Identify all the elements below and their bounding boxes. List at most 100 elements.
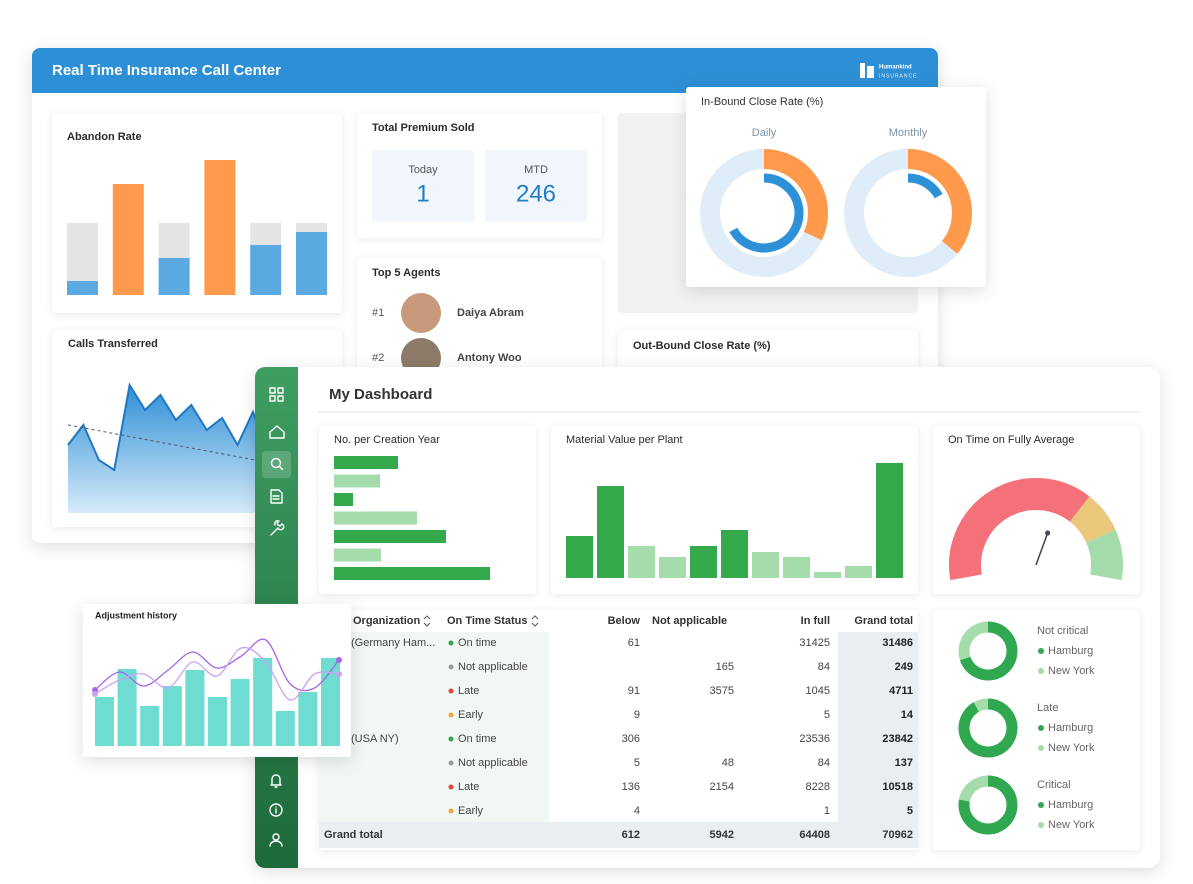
bar bbox=[250, 245, 282, 295]
bar bbox=[296, 223, 327, 232]
sidebar-icons bbox=[262, 387, 291, 847]
tile bbox=[372, 150, 474, 222]
total-cell: 64408 bbox=[799, 829, 830, 841]
bar bbox=[253, 658, 273, 746]
column-header: Grand total bbox=[854, 615, 913, 627]
bar bbox=[721, 530, 748, 578]
donut-arc bbox=[907, 149, 972, 254]
cell: 91 bbox=[628, 685, 640, 697]
agent-name: Daiya Abram bbox=[457, 307, 524, 319]
cell: 137 bbox=[895, 757, 913, 769]
bar bbox=[334, 567, 490, 580]
user-icon[interactable] bbox=[272, 833, 280, 841]
cell: 4 bbox=[634, 805, 640, 817]
search-icon[interactable] bbox=[270, 457, 282, 469]
status-dot bbox=[448, 760, 454, 766]
card-title: Abandon Rate bbox=[67, 131, 142, 143]
status-dot bbox=[448, 736, 454, 742]
card-title: Top 5 Agents bbox=[372, 267, 440, 279]
group-label: Not critical bbox=[1037, 625, 1088, 637]
search-active[interactable] bbox=[262, 451, 291, 478]
cell: 84 bbox=[818, 757, 830, 769]
donut-arc bbox=[958, 621, 989, 661]
cell: 2154 bbox=[710, 781, 734, 793]
line-end bbox=[336, 657, 342, 663]
bar bbox=[334, 548, 381, 562]
cell: 3575 bbox=[710, 685, 734, 697]
bar bbox=[230, 679, 250, 746]
sort-icon[interactable] bbox=[531, 615, 539, 627]
card-title: In-Bound Close Rate (%) bbox=[701, 96, 823, 108]
cell: Early bbox=[458, 805, 484, 817]
bar bbox=[334, 511, 417, 525]
tile-label: MTD bbox=[524, 164, 548, 176]
adjustment-card: Adjustment history bbox=[83, 604, 351, 757]
cell: 136 bbox=[622, 781, 640, 793]
legend-dot bbox=[1038, 725, 1044, 731]
legend-label: New York bbox=[1048, 742, 1095, 754]
avatar bbox=[401, 293, 441, 333]
bar bbox=[158, 258, 190, 295]
donut-arc bbox=[958, 775, 1018, 835]
total-cell: 70962 bbox=[882, 829, 913, 841]
tile bbox=[485, 150, 587, 222]
cell: (USA NY) bbox=[351, 733, 399, 745]
cell: 23536 bbox=[799, 733, 830, 745]
card-title: No. per Creation Year bbox=[334, 434, 440, 446]
bar bbox=[334, 493, 353, 506]
donut-arc bbox=[973, 698, 989, 712]
gauge-segment bbox=[1069, 496, 1116, 544]
logo-name: Humankind bbox=[879, 65, 912, 71]
group-label: Critical bbox=[1037, 779, 1071, 791]
bar bbox=[208, 697, 227, 746]
logo-tagline: INSURANCE bbox=[879, 73, 917, 79]
column-header: Not applicable bbox=[652, 615, 727, 627]
bar bbox=[296, 232, 327, 295]
bell-icon[interactable] bbox=[270, 774, 282, 788]
document-icon[interactable] bbox=[270, 489, 283, 504]
donut-arc bbox=[907, 173, 943, 199]
sort-icon[interactable] bbox=[423, 615, 431, 627]
cell: 9 bbox=[634, 709, 640, 721]
cell: (Germany Ham... bbox=[351, 637, 435, 649]
legend-dot bbox=[1038, 668, 1044, 674]
line bbox=[94, 646, 340, 701]
column-header: Below bbox=[608, 615, 641, 627]
grid-icon[interactable] bbox=[269, 387, 284, 402]
total-cell: 5942 bbox=[710, 829, 734, 841]
logo-mark bbox=[860, 63, 865, 78]
legend-dot bbox=[1038, 822, 1044, 828]
cell: 1045 bbox=[806, 685, 830, 697]
column-header: Organization bbox=[353, 615, 421, 627]
cell: 48 bbox=[722, 757, 734, 769]
cell: 5 bbox=[907, 805, 913, 817]
agent-rank: #1 bbox=[372, 307, 384, 319]
card-title: Calls Transferred bbox=[68, 338, 158, 350]
info-icon[interactable] bbox=[269, 803, 283, 817]
status-dot bbox=[448, 808, 454, 814]
total-label: Grand total bbox=[324, 829, 383, 841]
status-dot bbox=[448, 784, 454, 790]
home-icon[interactable] bbox=[269, 425, 285, 439]
cell: 5 bbox=[634, 757, 640, 769]
legend-label: New York bbox=[1048, 665, 1095, 677]
gauge-segment bbox=[1085, 529, 1123, 581]
status-dot bbox=[448, 640, 454, 646]
bar bbox=[204, 160, 236, 295]
bar bbox=[95, 697, 114, 746]
card-title: Total Premium Sold bbox=[372, 122, 474, 134]
bar bbox=[162, 686, 182, 746]
donut-arc bbox=[763, 149, 828, 241]
donut-arc bbox=[958, 698, 1018, 758]
donut-arc bbox=[729, 173, 804, 253]
legend-label: Hamburg bbox=[1048, 722, 1093, 734]
wrench-icon[interactable] bbox=[270, 520, 285, 536]
cell: 306 bbox=[622, 733, 640, 745]
donut-arc bbox=[959, 775, 989, 802]
cell: Late bbox=[458, 781, 479, 793]
cell: On time bbox=[458, 637, 497, 649]
card-title: Adjustment history bbox=[95, 610, 177, 620]
status-dot bbox=[448, 712, 454, 718]
